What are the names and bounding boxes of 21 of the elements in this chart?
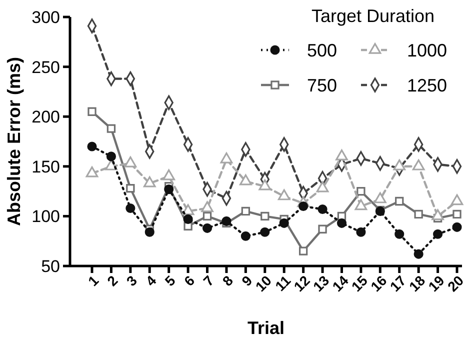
- y-tick-label: 150: [32, 157, 60, 176]
- x-tick-label: 8: [219, 272, 236, 290]
- y-tick-label: 200: [32, 108, 60, 127]
- legend-label: 500: [307, 40, 338, 60]
- x-tick-label: 6: [180, 272, 198, 290]
- x-tick-label: 3: [123, 272, 140, 290]
- y-axis-title: Absolute Error (ms): [4, 56, 24, 226]
- x-tick-label: 5: [162, 272, 179, 290]
- x-tick-label: 1: [84, 272, 102, 290]
- legend-label: 1000: [407, 40, 448, 60]
- y-tick-label: 250: [32, 58, 60, 77]
- x-tick-label: 7: [200, 272, 217, 290]
- x-axis-title: Trial: [247, 318, 285, 338]
- y-tick-label: 50: [41, 256, 60, 276]
- y-tick-label: 300: [32, 8, 60, 27]
- y-tick-label: 100: [32, 207, 60, 226]
- x-tick-label: 2: [104, 272, 121, 290]
- legend-title: Target Duration: [311, 6, 435, 26]
- legend-label: 750: [307, 75, 338, 96]
- legend-label: 1250: [407, 75, 448, 96]
- x-tick-label: 4: [142, 272, 160, 290]
